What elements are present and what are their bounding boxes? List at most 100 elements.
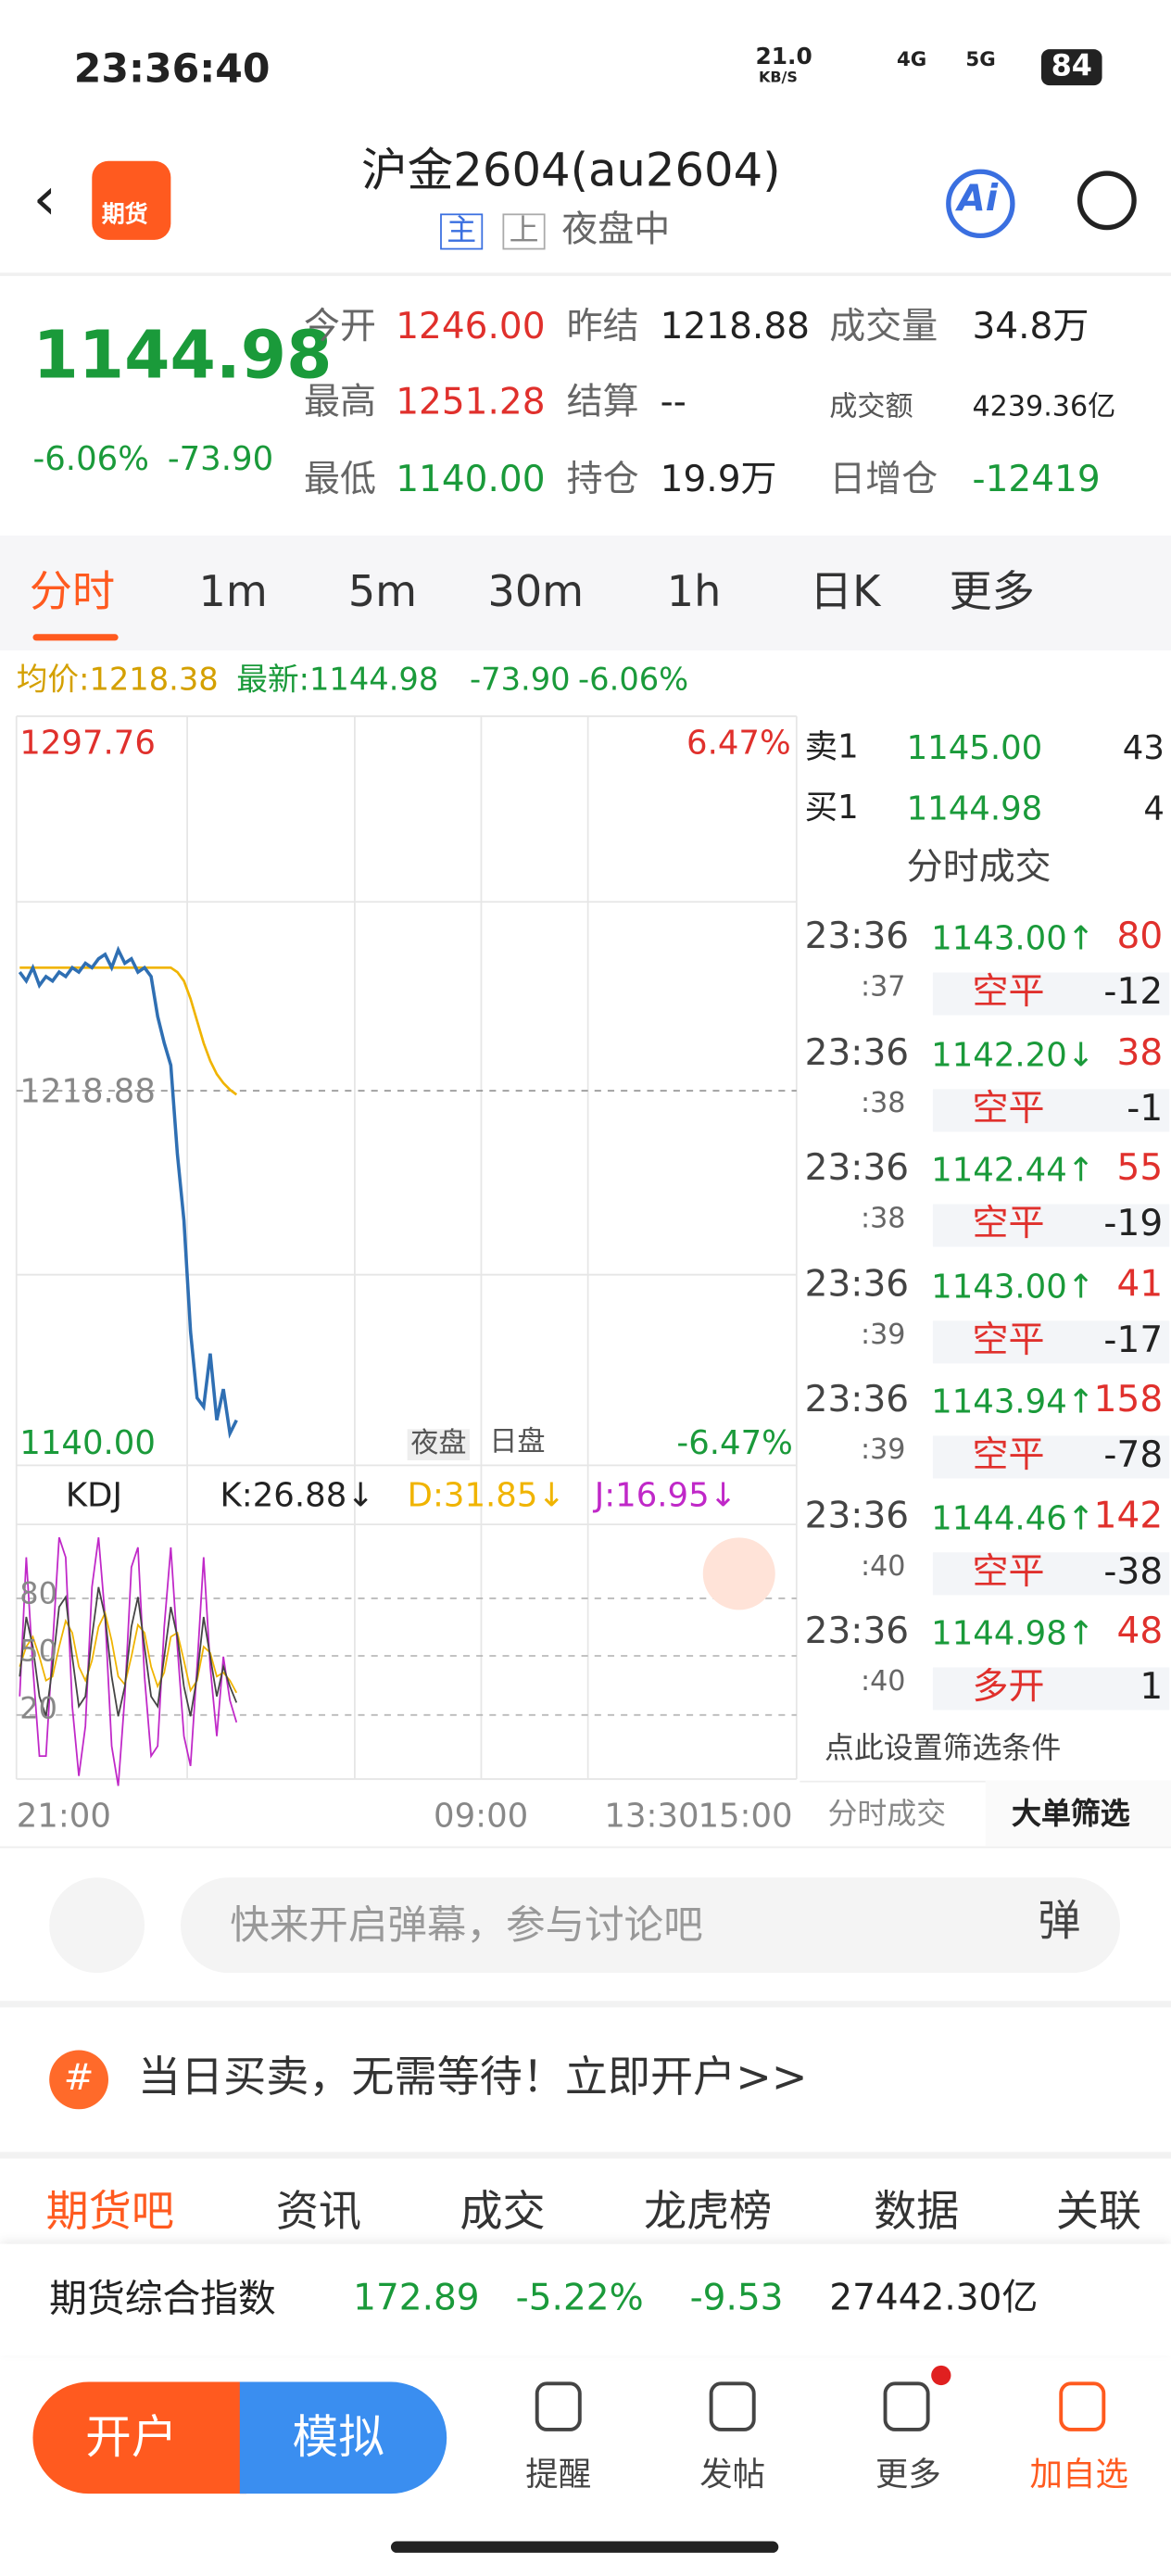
trade-time: 23:36 xyxy=(804,1148,910,1190)
field-value: 1140.00 xyxy=(396,460,546,501)
tab[interactable]: 分时 xyxy=(29,568,116,618)
field-label: 成交额 xyxy=(829,390,913,424)
nav-label[interactable]: 发帖 xyxy=(699,2454,766,2494)
field-label: 持仓 xyxy=(566,460,639,501)
network: 5G xyxy=(965,47,996,71)
trade-type: 空平 xyxy=(932,1435,1170,1479)
trade-type: 空平 xyxy=(932,1204,1170,1247)
section-tab[interactable]: 数据 xyxy=(874,2188,960,2238)
trade-vol: 55 xyxy=(1116,1148,1164,1190)
ai-label: Ai xyxy=(957,179,999,221)
book-qty: 4 xyxy=(1143,788,1165,828)
x-label: 21:00 xyxy=(16,1795,111,1836)
trade-sec: :40 xyxy=(860,1665,906,1699)
tab[interactable]: 1h xyxy=(666,568,722,618)
promo-banner[interactable]: 当日买卖，无需等待！立即开户>> xyxy=(137,2053,808,2103)
field-label: 日增仓 xyxy=(829,460,938,501)
trade-time: 23:36 xyxy=(804,1611,910,1653)
divider xyxy=(0,272,1171,276)
kdj-j-line xyxy=(19,1536,238,1787)
index-change: -9.53 xyxy=(689,2278,784,2320)
ai-button[interactable] xyxy=(946,169,1015,239)
section-tab[interactable]: 龙虎榜 xyxy=(643,2188,773,2238)
book-side: 买1 xyxy=(804,787,859,827)
trade-time: 23:36 xyxy=(804,1496,910,1537)
danmu-button: 弹 xyxy=(1038,1897,1081,1947)
info-change-pct: -6.06% xyxy=(578,662,689,699)
trade-time: 23:36 xyxy=(804,1032,910,1074)
open-account-btn[interactable] xyxy=(32,2381,246,2494)
trade-delta: -17 xyxy=(1103,1320,1164,1361)
y-label: 1218.88 xyxy=(19,1070,156,1111)
banner-icon: # xyxy=(49,2050,109,2110)
trade-vol: 38 xyxy=(1116,1032,1164,1074)
last-price: 1144.98 xyxy=(32,318,333,395)
net-speed-unit: KB/S xyxy=(759,70,798,87)
tab[interactable]: 更多 xyxy=(949,568,1035,618)
page-title: 沪金2604(au2604) xyxy=(361,143,781,197)
trade-sec: :39 xyxy=(860,1318,906,1352)
change: -73.90 xyxy=(167,438,274,478)
field-value: 1218.88 xyxy=(660,307,810,348)
kdj-d-line xyxy=(19,1610,238,1694)
trade-tab[interactable]: 分时成交 xyxy=(827,1797,947,1832)
trade-price: 1142.44↑ xyxy=(931,1149,1095,1190)
back-icon[interactable]: ‹ xyxy=(32,166,57,234)
logo-bg xyxy=(92,160,171,240)
gap xyxy=(0,2001,1171,2008)
tab[interactable]: 日K xyxy=(809,568,881,618)
field-value: -- xyxy=(660,383,686,424)
avg-line xyxy=(19,966,238,1096)
tab[interactable]: 5m xyxy=(347,568,418,618)
trade-vol: 48 xyxy=(1116,1611,1164,1653)
sim-btn[interactable] xyxy=(239,2381,447,2494)
book-side: 卖1 xyxy=(804,726,859,766)
trade-type: 空平 xyxy=(932,972,1170,1016)
comment-box[interactable] xyxy=(181,1877,1121,1974)
trade-price: 1144.46↑ xyxy=(931,1496,1095,1537)
trade-price: 1144.98↑ xyxy=(931,1612,1095,1653)
section-tab[interactable]: 资讯 xyxy=(275,2188,362,2238)
tag: 上 xyxy=(502,213,546,250)
trade-time: 23:36 xyxy=(804,916,910,958)
kdj-k-line xyxy=(19,1586,238,1717)
x-label: 09:00 xyxy=(434,1795,529,1836)
trade-delta: -12 xyxy=(1103,972,1164,1014)
tab[interactable]: 1m xyxy=(198,568,268,618)
book-price: 1145.00 xyxy=(906,727,1043,767)
index-name: 期货综合指数 xyxy=(49,2278,276,2321)
field-label: 结算 xyxy=(566,383,639,424)
trade-tab[interactable]: 大单筛选 xyxy=(1012,1797,1130,1832)
trade-tab-bg xyxy=(800,1780,1171,1849)
session-label: 日盘 xyxy=(489,1425,546,1459)
trade-time: 23:36 xyxy=(804,1380,910,1421)
trade-vol: 142 xyxy=(1093,1496,1164,1537)
clock: 23:36:40 xyxy=(73,45,271,93)
kdj-k: K:26.88↓ xyxy=(220,1474,374,1515)
section-tab[interactable]: 期货吧 xyxy=(45,2188,174,2238)
filter-link[interactable]: 点此设置筛选条件 xyxy=(824,1731,1062,1766)
nav-label[interactable]: 提醒 xyxy=(525,2454,592,2494)
field-label: 最高 xyxy=(303,383,376,424)
danmu-settings[interactable] xyxy=(49,1877,145,1974)
trade-sec: :39 xyxy=(860,1433,906,1468)
nav-label[interactable]: 更多 xyxy=(875,2454,941,2494)
session: 夜盘中 xyxy=(561,209,671,252)
search-icon[interactable] xyxy=(1077,170,1137,231)
kdj-tick: 50 xyxy=(19,1634,57,1670)
tab[interactable]: 30m xyxy=(487,568,585,618)
trade-delta: -78 xyxy=(1103,1435,1164,1477)
nav-label[interactable]: 加自选 xyxy=(1029,2454,1128,2494)
logo: 期货 xyxy=(101,202,148,229)
price-line xyxy=(18,945,238,1439)
y-label: 1297.76 xyxy=(19,723,156,763)
section-tab[interactable]: 成交 xyxy=(460,2188,546,2238)
kdj-j: J:16.95↓ xyxy=(594,1474,737,1515)
nav-icon xyxy=(1059,2381,1106,2431)
index-pct: -5.22% xyxy=(515,2278,644,2320)
book-qty: 43 xyxy=(1122,727,1165,767)
section-tab[interactable]: 关联 xyxy=(1055,2188,1142,2238)
